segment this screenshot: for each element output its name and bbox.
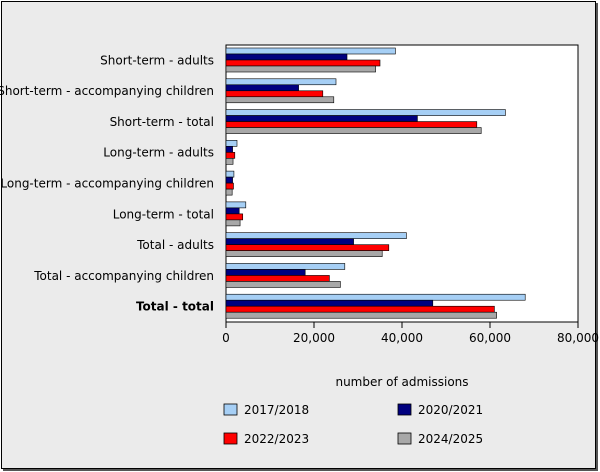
x-tick-label-60000: 60,000 [469,331,511,345]
x-tick-label-80000: 80,000 [557,331,599,345]
category-label-long-term-accompanying-children: Long-term - accompanying children [0,177,214,191]
bar-long-term-accompanying-children-2022-2023 [225,182,234,190]
bar-total-accompanying-children-2022-2023 [225,275,330,282]
category-label-total-total: Total - total [136,300,214,314]
x-tick-label-20000: 20,000 [293,331,335,345]
category-label-long-term-total: Long-term - total [113,207,214,221]
bar-short-term-accompanying-children-2017-2018 [225,78,337,86]
bar-short-term-adults-2022-2023 [225,59,381,67]
bar-long-term-adults-2024-2025 [225,158,234,165]
bar-short-term-accompanying-children-2020-2021 [225,84,299,92]
bar-short-term-accompanying-children-2024-2025 [225,96,335,104]
category-label-total-accompanying-children: Total - accompanying children [33,269,214,283]
category-label-short-term-total: Short-term - total [110,115,214,129]
bar-long-term-total-2017-2018 [225,201,247,209]
bar-short-term-total-2020-2021 [225,115,418,122]
x-axis: 0 20,000 40,000 60,000 80,000 [222,322,599,345]
bar-long-term-accompanying-children-2017-2018 [225,170,235,178]
category-label-short-term-accompanying-children: Short-term - accompanying children [0,84,214,98]
bars-group [225,47,526,319]
bar-long-term-accompanying-children-2020-2021 [225,176,233,184]
x-tick-label-0: 0 [222,331,230,345]
bar-total-total-2022-2023 [225,305,495,313]
bar-long-term-total-2020-2021 [225,207,240,215]
bar-short-term-total-2022-2023 [225,121,478,128]
bar-short-term-adults-2020-2021 [225,53,348,61]
bar-total-accompanying-children-2020-2021 [225,269,306,276]
bar-total-total-2020-2021 [225,299,434,307]
bar-short-term-accompanying-children-2022-2023 [225,90,324,98]
bar-long-term-accompanying-children-2024-2025 [225,188,233,196]
legend-label-2024-2025: 2024/2025 [418,432,483,446]
bar-long-term-adults-2022-2023 [225,152,236,159]
bar-total-accompanying-children-2024-2025 [225,281,341,288]
bar-long-term-total-2024-2025 [225,219,241,227]
legend-swatch-2022-2023 [223,432,238,445]
bar-total-total-2017-2018 [225,293,526,301]
category-label-long-term-adults: Long-term - adults [103,146,214,160]
bar-short-term-adults-2024-2025 [225,65,376,73]
legend-label-2020-2021: 2020/2021 [418,403,483,417]
legend-label-2017-2018: 2017/2018 [244,403,309,417]
bar-total-adults-2024-2025 [225,250,383,257]
category-label-total-adults: Total - adults [136,238,214,252]
category-label-short-term-adults: Short-term - adults [100,53,214,67]
bar-long-term-adults-2017-2018 [225,140,238,147]
x-tick-label-40000: 40,000 [381,331,423,345]
bar-long-term-adults-2020-2021 [225,146,233,153]
legend-swatch-2024-2025 [397,432,412,445]
bar-total-accompanying-children-2017-2018 [225,263,346,270]
bar-total-adults-2020-2021 [225,238,354,245]
legend-label-2022-2023: 2022/2023 [244,432,309,446]
bar-total-total-2024-2025 [225,311,497,319]
category-labels: Short-term - adults Short-term - accompan… [0,53,214,313]
bar-short-term-adults-2017-2018 [225,47,396,55]
legend-swatch-2020-2021 [397,403,412,416]
x-axis-title: number of admissions [335,375,468,389]
bar-long-term-total-2022-2023 [225,213,244,221]
legend: 2017/2018 2020/2021 2022/2023 2024/2025 [223,403,483,446]
bar-short-term-total-2024-2025 [225,127,482,134]
bar-total-adults-2017-2018 [225,232,407,239]
bar-short-term-total-2017-2018 [225,109,506,116]
bar-total-adults-2022-2023 [225,244,390,251]
legend-swatch-2017-2018 [223,403,238,416]
